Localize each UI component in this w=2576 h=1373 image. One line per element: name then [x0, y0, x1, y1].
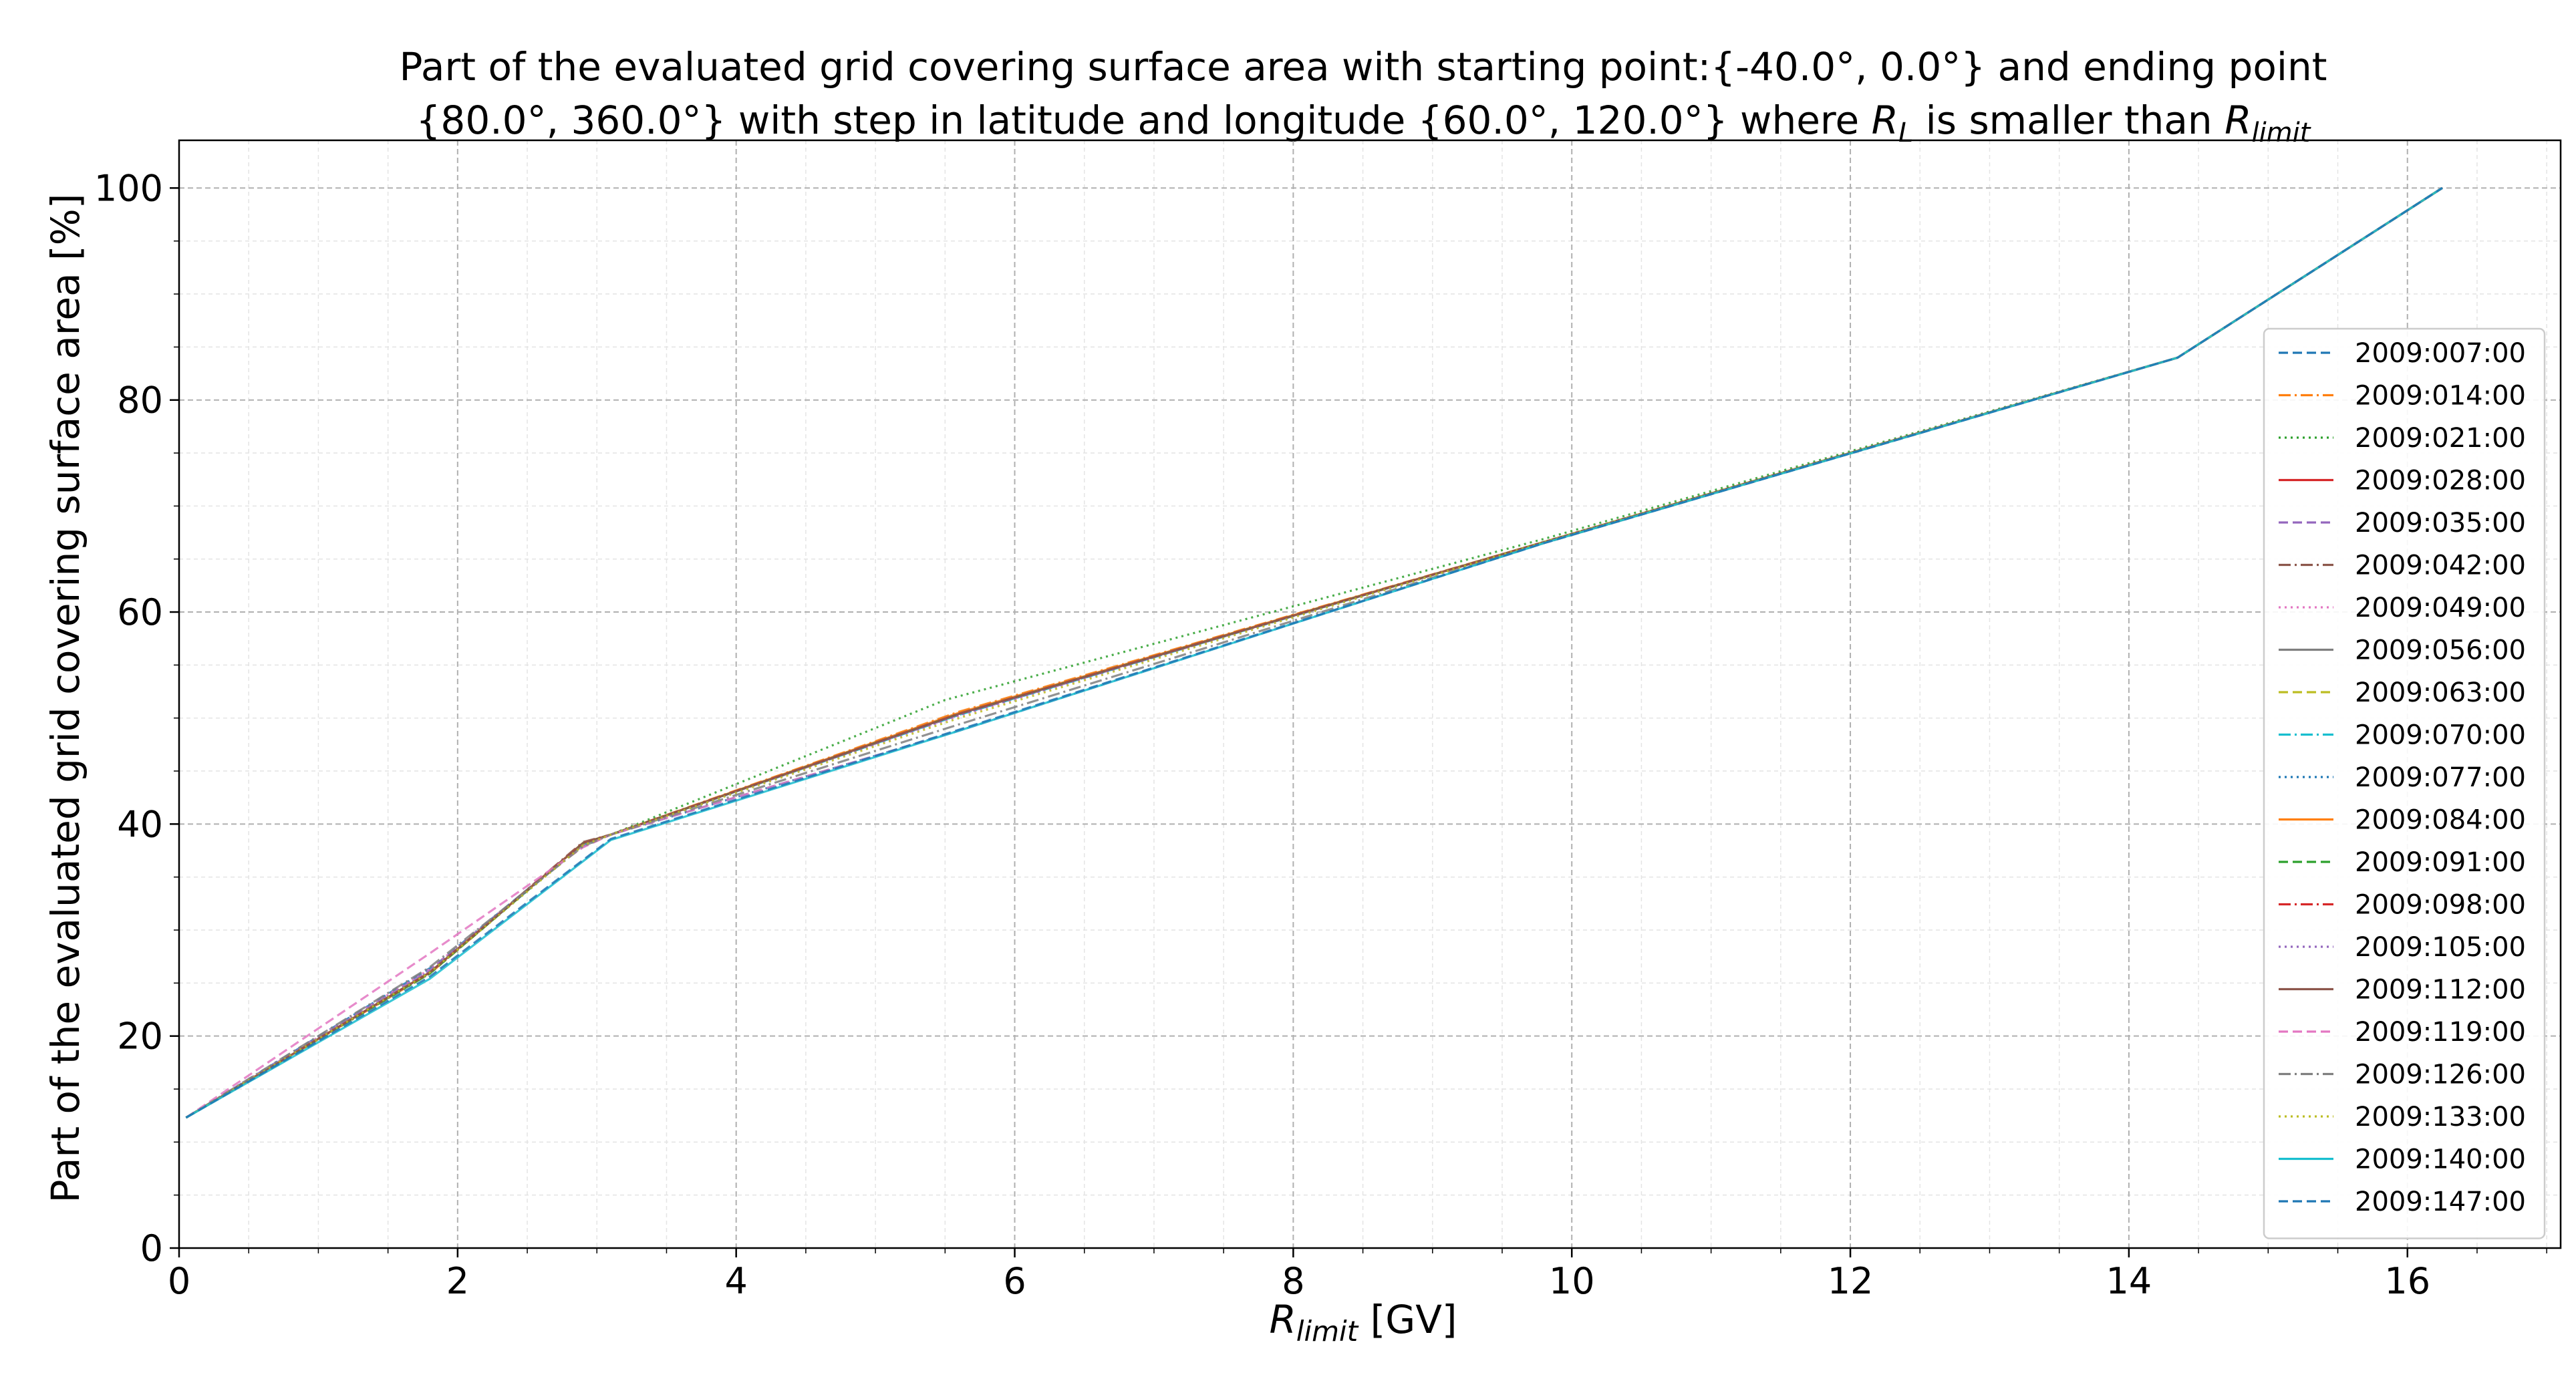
x-tick-label: 4 — [725, 1260, 748, 1302]
x-tick-label: 6 — [1003, 1260, 1026, 1302]
x-tick-label: 2 — [446, 1260, 469, 1302]
y-tick-label: 80 — [117, 379, 163, 422]
x-tick-label: 12 — [1828, 1260, 1874, 1302]
legend-label: 2009:119:00 — [2355, 1017, 2526, 1048]
x-tick-label: 10 — [1549, 1260, 1595, 1302]
series-line-21 — [185, 187, 2443, 1119]
legend-label: 2009:056:00 — [2355, 635, 2526, 666]
chart-title-line-1: Part of the evaluated grid covering surf… — [400, 44, 2327, 90]
axis-ticks: 0 2 4 6 8 10 12 14 16 0 20 40 60 80 100 — [94, 167, 2547, 1302]
legend-label: 2009:133:00 — [2355, 1102, 2526, 1132]
legend-label: 2009:063:00 — [2355, 677, 2526, 708]
legend-label: 2009:112:00 — [2355, 975, 2526, 1006]
legend-label: 2009:007:00 — [2355, 338, 2526, 369]
legend-label: 2009:105:00 — [2355, 932, 2526, 963]
legend-label: 2009:126:00 — [2355, 1060, 2526, 1090]
legend-label: 2009:140:00 — [2355, 1145, 2526, 1175]
y-tick-label: 100 — [94, 167, 163, 209]
legend-label: 2009:021:00 — [2355, 423, 2526, 454]
plot-area: 0 2 4 6 8 10 12 14 16 0 20 40 60 80 100 — [94, 139, 2562, 1302]
x-tick-label: 16 — [2384, 1260, 2430, 1302]
series-lines — [185, 187, 2443, 1119]
x-tick-label: 0 — [168, 1260, 190, 1302]
chart-title-line-2-text: {80.0°, 360.0°} with step in latitude an… — [416, 98, 1872, 143]
minor-gridlines — [179, 140, 2561, 1248]
y-tick-label: 60 — [117, 591, 163, 633]
legend-label: 2009:091:00 — [2355, 847, 2526, 878]
x-tick-label: 8 — [1282, 1260, 1304, 1302]
legend-label: 2009:077:00 — [2355, 762, 2526, 793]
x-axis-label: Rlimit [GV] — [1269, 1297, 1457, 1348]
plot-frame — [178, 139, 2562, 1249]
y-axis-label: Part of the evaluated grid covering surf… — [43, 194, 88, 1203]
legend-label: 2009:028:00 — [2355, 466, 2526, 496]
chart-title-line-2: {80.0°, 360.0°} with step in latitude an… — [416, 98, 2311, 148]
legend-box — [2263, 327, 2546, 1239]
legend-label: 2009:049:00 — [2355, 593, 2526, 623]
legend: 2009:007:00 2009:014:00 2009:021:00 2009:02… — [2263, 327, 2546, 1239]
x-tick-label: 14 — [2106, 1260, 2152, 1302]
legend-label: 2009:084:00 — [2355, 805, 2526, 836]
y-tick-label: 40 — [117, 803, 163, 845]
legend-label: 2009:098:00 — [2355, 890, 2526, 921]
legend-label: 2009:035:00 — [2355, 508, 2526, 539]
y-tick-label: 0 — [140, 1227, 163, 1269]
legend-label: 2009:070:00 — [2355, 720, 2526, 751]
legend-label: 2009:042:00 — [2355, 551, 2526, 581]
legend-label: 2009:014:00 — [2355, 381, 2526, 412]
legend-label: 2009:147:00 — [2355, 1187, 2526, 1217]
y-tick-label: 20 — [117, 1016, 163, 1058]
